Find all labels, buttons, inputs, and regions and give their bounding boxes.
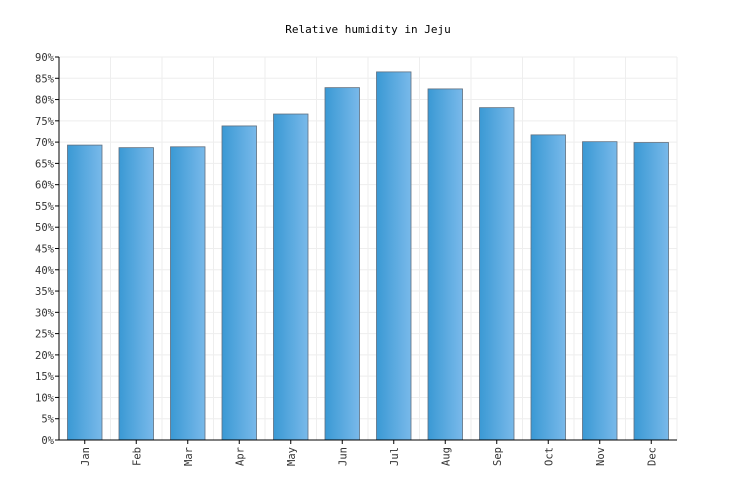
y-tick-label: 10%	[35, 392, 55, 404]
x-tick-label-jun: Jun	[337, 447, 349, 466]
grid-lines	[59, 56, 678, 441]
x-tick-label-nov: Nov	[595, 447, 607, 466]
y-tick-label: 55%	[35, 201, 55, 213]
bars	[67, 71, 669, 441]
y-tick-label: 85%	[35, 73, 55, 85]
chart-title: Relative humidity in Jeju	[285, 23, 451, 36]
y-tick-label: 70%	[35, 137, 55, 149]
y-tick-label: 25%	[35, 329, 55, 341]
bar-nov	[582, 141, 618, 441]
y-tick-label: 5%	[41, 414, 54, 426]
bar-jul	[376, 71, 412, 441]
x-tick-label-may: May	[286, 447, 298, 466]
x-tick-label-feb: Feb	[131, 447, 143, 466]
bar-mar	[170, 146, 206, 441]
bar-apr	[221, 125, 257, 441]
y-tick-label: 80%	[35, 95, 55, 107]
bar-jun	[324, 87, 360, 441]
x-tick-label-sep: Sep	[492, 447, 504, 466]
bar-jan	[67, 144, 103, 441]
x-tick-label-aug: Aug	[440, 447, 452, 466]
bar-aug	[427, 88, 463, 441]
y-tick-label: 50%	[35, 222, 55, 234]
x-tick-label-dec: Dec	[646, 447, 658, 466]
bar-feb	[118, 147, 154, 441]
y-tick-label: 30%	[35, 307, 55, 319]
y-tick-label: 0%	[41, 435, 54, 447]
bar-sep	[479, 107, 515, 441]
x-axis-ticks: Jan Feb Mar Apr May Jun Jul Aug Sep Oct Nov Dec	[80, 440, 658, 466]
bar-oct	[530, 134, 566, 441]
y-tick-label: 65%	[35, 158, 55, 170]
y-tick-label: 60%	[35, 180, 55, 192]
x-tick-label-oct: Oct	[543, 447, 555, 466]
y-tick-label: 20%	[35, 350, 55, 362]
bar-dec	[633, 142, 669, 441]
y-axis-ticks: 0% 5% 10% 15% 20% 25% 30% 35% 40% 45% 50% 55% 60% 65%…	[35, 52, 59, 447]
y-tick-label: 15%	[35, 371, 55, 383]
y-tick-label: 75%	[35, 116, 55, 128]
y-tick-label: 40%	[35, 265, 55, 277]
bar-may	[273, 113, 309, 441]
x-tick-label-apr: Apr	[234, 447, 246, 466]
y-tick-label: 90%	[35, 52, 55, 64]
x-tick-label-jul: Jul	[389, 447, 401, 466]
x-tick-label-mar: Mar	[183, 447, 195, 466]
y-tick-label: 45%	[35, 244, 55, 256]
y-tick-label: 35%	[35, 286, 55, 298]
x-tick-label-jan: Jan	[80, 447, 92, 466]
